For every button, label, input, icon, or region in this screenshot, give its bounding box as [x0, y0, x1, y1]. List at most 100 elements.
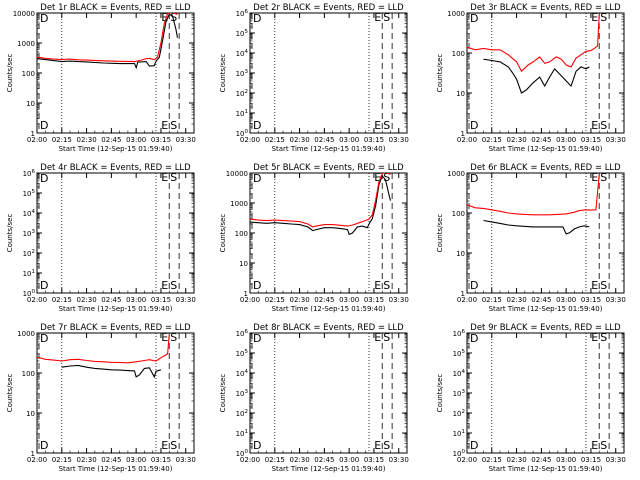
- y-tick-label: 100: [23, 289, 36, 298]
- axes-frame: [36, 332, 195, 454]
- panel-title: Det 6r BLACK = Events, RED = LLD: [470, 163, 621, 173]
- y-tick-label: 103: [453, 389, 466, 398]
- panel-title: Det 3r BLACK = Events, RED = LLD: [470, 3, 621, 13]
- marker-s-bottom: S: [600, 119, 607, 132]
- marker-s-top: S: [600, 331, 607, 344]
- marker-d-top: D: [470, 332, 478, 345]
- x-tick-label: 03:30: [389, 296, 409, 304]
- marker-d-top: D: [40, 12, 48, 25]
- y-tick-label: 106: [453, 329, 466, 338]
- marker-s-bottom: S: [600, 439, 607, 452]
- x-tick-label: 02:45: [314, 136, 334, 144]
- y-tick-label: 100: [236, 129, 249, 138]
- y-tick-label: 1000: [17, 330, 35, 338]
- marker-e-top: E: [161, 171, 168, 184]
- x-axis-label: Start Time (12-Sep-15 01:59:40): [272, 145, 386, 153]
- panel-det-5: Det 5r BLACK = Events, RED = LLD 1 10 100 10…: [219, 163, 409, 313]
- y-tick-label: 1: [461, 130, 465, 138]
- marker-d-bottom: D: [253, 439, 261, 452]
- marker-e-bottom: E: [374, 279, 381, 292]
- marker-d-top: D: [40, 332, 48, 345]
- marker-s-top: S: [383, 171, 390, 184]
- marker-s-bottom: S: [383, 279, 390, 292]
- x-tick-label: 03:00: [556, 296, 576, 304]
- marker-d-bottom: D: [40, 119, 48, 132]
- x-tick-label: 03:00: [556, 136, 576, 144]
- marker-e-bottom: E: [374, 119, 381, 132]
- y-tick-label: 104: [236, 49, 249, 58]
- x-axis-label: Start Time (12-Sep-15 01:59:40): [272, 305, 386, 313]
- y-tick-label: 1: [461, 290, 465, 298]
- marker-s-top: S: [170, 11, 177, 24]
- x-tick-label: 03:15: [151, 136, 171, 144]
- y-tick-label: 105: [453, 349, 466, 358]
- x-tick-label: 02:00: [457, 296, 477, 304]
- y-tick-label: 100: [236, 449, 249, 458]
- x-tick-label: 02:15: [52, 136, 72, 144]
- y-tick-label: 101: [236, 109, 248, 118]
- marker-e-top: E: [374, 331, 381, 344]
- x-tick-label: 03:15: [581, 136, 601, 144]
- x-tick-label: 02:00: [240, 136, 260, 144]
- x-tick-label: 03:00: [339, 456, 359, 464]
- x-tick-label: 02:45: [101, 456, 121, 464]
- y-axis-label: Counts/sec: [6, 54, 14, 93]
- x-tick-label: 02:15: [265, 296, 285, 304]
- y-tick-label: 10000: [226, 170, 248, 178]
- y-tick-label: 105: [236, 29, 249, 38]
- y-tick-label: 100: [452, 50, 465, 58]
- x-tick-label: 02:30: [506, 456, 526, 464]
- series-events-line: [483, 219, 590, 235]
- x-tick-label: 02:15: [52, 296, 72, 304]
- x-tick-label: 02:30: [76, 296, 96, 304]
- series-events-line: [483, 58, 590, 94]
- axes-frame: [36, 12, 195, 134]
- marker-d-top: D: [40, 172, 48, 185]
- marker-d-bottom: D: [470, 279, 478, 292]
- marker-s-top: S: [600, 11, 607, 24]
- y-tick-label: 105: [23, 189, 36, 198]
- x-tick-label: 03:15: [364, 296, 384, 304]
- marker-e-top: E: [591, 331, 598, 344]
- x-tick-label: 02:00: [457, 456, 477, 464]
- x-tick-label: 03:15: [581, 456, 601, 464]
- marker-s-top: S: [383, 331, 390, 344]
- marker-s-top: S: [600, 171, 607, 184]
- y-tick-label: 1000: [447, 10, 465, 18]
- y-tick-label: 104: [236, 369, 249, 378]
- y-tick-label: 106: [236, 329, 249, 338]
- marker-s-bottom: S: [383, 119, 390, 132]
- y-tick-label: 10000: [13, 10, 35, 18]
- x-tick-label: 03:15: [151, 296, 171, 304]
- axes-frame: [36, 172, 195, 294]
- marker-e-bottom: E: [161, 119, 168, 132]
- axes-frame: [466, 172, 625, 294]
- panel-title: Det 2r BLACK = Events, RED = LLD: [253, 3, 404, 13]
- marker-e-top: E: [591, 171, 598, 184]
- axes-frame: [466, 332, 625, 454]
- y-tick-label: 102: [236, 409, 248, 418]
- x-tick-label: 03:00: [339, 296, 359, 304]
- panel-det-2: Det 2r BLACK = Events, RED = LLD 100 101 10…: [219, 3, 409, 153]
- marker-e-bottom: E: [161, 439, 168, 452]
- x-tick-label: 03:15: [364, 456, 384, 464]
- panel-det-3: Det 3r BLACK = Events, RED = LLD 1 10 100 10…: [436, 3, 626, 153]
- axes-frame: [249, 332, 408, 454]
- x-tick-label: 02:30: [506, 296, 526, 304]
- marker-e-bottom: E: [591, 439, 598, 452]
- y-tick-label: 102: [23, 249, 35, 258]
- x-tick-label: 03:30: [389, 136, 409, 144]
- y-tick-label: 100: [22, 70, 35, 78]
- marker-s-bottom: S: [383, 439, 390, 452]
- y-tick-label: 10: [26, 410, 35, 418]
- y-tick-label: 100: [235, 230, 248, 238]
- marker-s-bottom: S: [170, 439, 177, 452]
- y-tick-label: 101: [236, 429, 248, 438]
- x-axis-label: Start Time (12-Sep-15 01:59:40): [489, 305, 603, 313]
- x-tick-label: 03:30: [389, 456, 409, 464]
- x-tick-label: 02:45: [101, 136, 121, 144]
- x-axis-label: Start Time (12-Sep-15 01:59:40): [59, 145, 173, 153]
- x-tick-label: 02:00: [27, 296, 47, 304]
- y-axis-label: Counts/sec: [219, 214, 227, 253]
